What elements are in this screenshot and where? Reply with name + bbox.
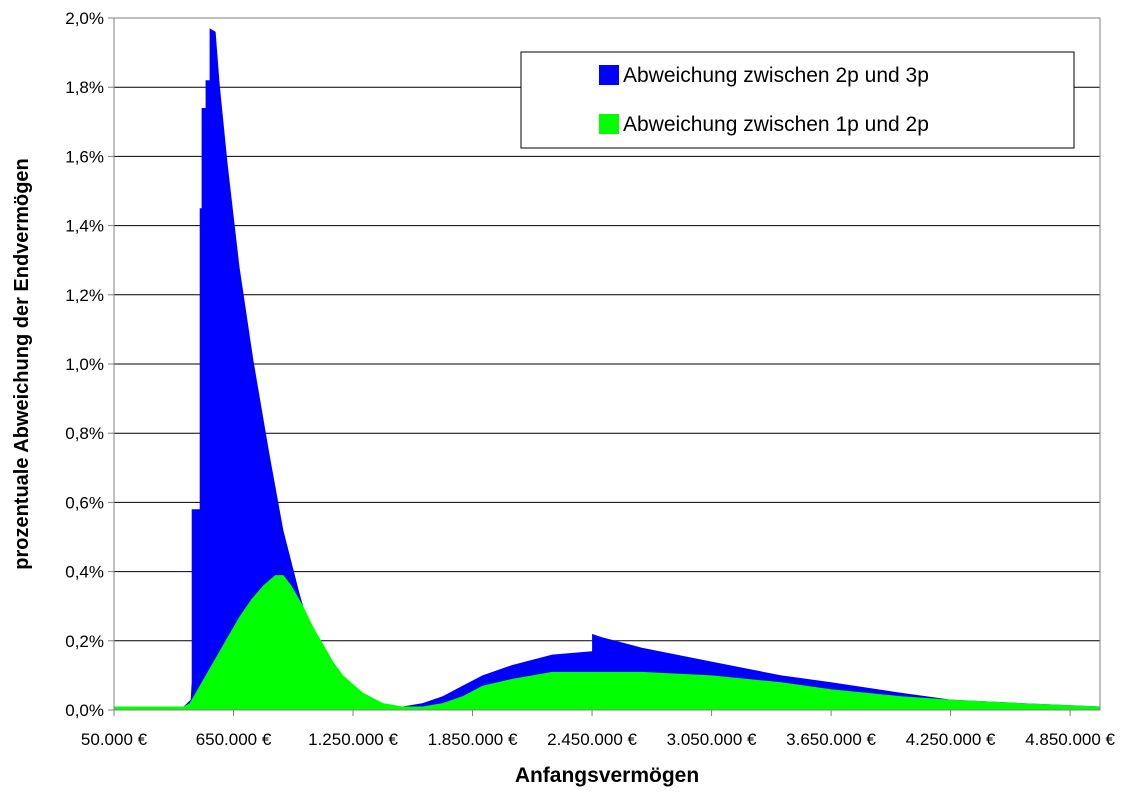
x-tick-label: 4.850.000 € [1025, 730, 1115, 749]
x-axis-title: Anfangsvermögen [515, 764, 699, 787]
legend-label-2p-3p: Abweichung zwischen 2p und 3p [623, 64, 929, 87]
x-tick-label: 650.000 € [196, 730, 272, 749]
y-tick-label: 0,0% [65, 701, 104, 720]
y-tick-label: 1,2% [65, 286, 104, 305]
x-tick-label: 1.250.000 € [308, 730, 398, 749]
y-tick-label: 1,8% [65, 78, 104, 97]
series-area-1 [114, 575, 1100, 710]
x-tick-label: 1.850.000 € [428, 730, 518, 749]
x-tick-label: 4.250.000 € [906, 730, 996, 749]
legend-label-1p-2p: Abweichung zwischen 1p und 2p [623, 113, 929, 136]
y-tick-label: 1,0% [65, 355, 104, 374]
x-tick-label: 3.050.000 € [667, 730, 757, 749]
y-axis: 0,0% 0,2% 0,4% 0,6% 0,8% 1,0% 1,2% 1,4% 1,6% 1,8%… [65, 9, 114, 720]
series-layer [114, 28, 1100, 710]
legend-swatch-2p-3p [599, 65, 619, 85]
y-axis-title: prozentuale Abweichung der Endvermögen [11, 158, 33, 570]
y-tick-label: 0,2% [65, 632, 104, 651]
x-tick-label: 2.450.000 € [547, 730, 637, 749]
y-tick-label: 1,4% [65, 217, 104, 236]
x-axis: 50.000 € 650.000 € 1.250.000 € 1.850.000 € 2… [81, 710, 1116, 749]
y-tick-label: 1,6% [65, 147, 104, 166]
y-tick-label: 0,8% [65, 424, 104, 443]
y-tick-label: 0,4% [65, 563, 104, 582]
legend: Abweichung zwischen 2p und 3p Abweichung… [520, 51, 1075, 149]
series-area-0 [114, 28, 1100, 710]
y-tick-label: 0,6% [65, 493, 104, 512]
y-tick-label: 2,0% [65, 9, 104, 28]
legend-swatch-1p-2p [599, 114, 619, 134]
x-tick-label: 50.000 € [81, 730, 148, 749]
x-tick-label: 3.650.000 € [786, 730, 876, 749]
